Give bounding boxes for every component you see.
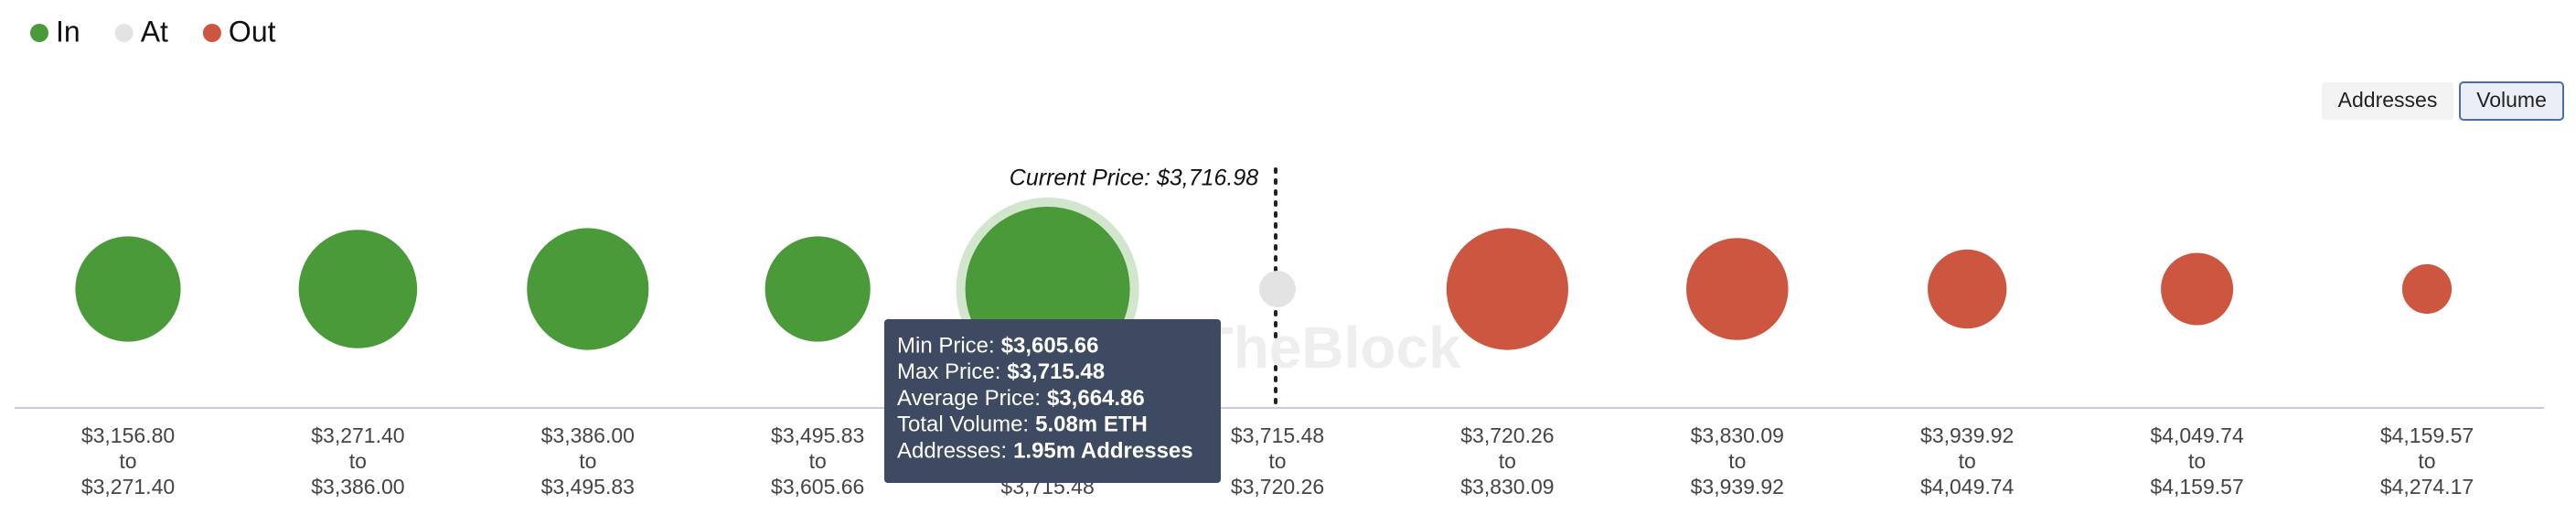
bubble[interactable] [1686,238,1789,340]
x-category-label: $3,939.92 [1920,423,2014,447]
tooltip-box [884,319,1221,483]
toggle-button[interactable] [2459,81,2564,121]
tooltip-label: Average Price: [897,386,1041,411]
x-category-label: $3,386.00 [311,475,404,498]
x-category-label: $3,715.48 [1231,423,1324,447]
x-category-label: to [579,449,596,473]
x-category-label: $3,720.26 [1460,423,1554,447]
legend-label[interactable]: In [56,15,80,48]
x-category-label: to [1728,449,1746,473]
bubble[interactable] [298,230,418,348]
bubble[interactable] [764,236,871,342]
tooltip-label: Addresses: [897,439,1007,464]
bubble[interactable] [1928,249,2007,329]
x-category-label: $3,939.92 [1691,475,1784,498]
bubble[interactable] [1446,228,1568,350]
toggle-button-label[interactable]: Volume [2476,88,2547,112]
x-category-label: to [1959,449,1976,473]
x-category-label: $3,156.80 [81,423,175,447]
legend-marker [114,24,134,42]
x-category-label: $3,720.26 [1231,475,1324,498]
tooltip-label: Max Price: [897,359,1000,384]
tooltip-value: $3,664.86 [1047,386,1145,411]
legend-label[interactable]: Out [229,15,276,48]
x-category-label: to [2418,449,2435,473]
tooltip-value: $3,605.66 [1001,333,1099,358]
legend-marker [202,24,221,42]
x-category-label: to [119,449,136,473]
x-category-label: to [349,449,367,473]
bubble[interactable] [2401,263,2453,315]
tooltip-value: $3,715.48 [1007,359,1105,384]
current-price-label: Current Price: $3,716.98 [1010,166,1258,191]
x-category-label: $3,386.00 [541,423,635,447]
bubble[interactable] [2161,252,2234,326]
x-category-label: to [1499,449,1516,473]
bubble[interactable] [527,228,649,350]
x-category-label: $3,271.40 [81,475,175,498]
x-category-label: to [809,449,827,473]
bubble[interactable] [1259,271,1296,307]
x-category-label: to [1268,449,1286,473]
x-category-label: $4,159.57 [2380,423,2474,447]
toggle-button[interactable] [2322,82,2453,120]
toggle-button-label[interactable]: Addresses [2338,88,2438,112]
x-category-label: $3,495.83 [541,475,635,498]
x-category-label: $4,274.17 [2380,475,2474,498]
legend-label[interactable]: At [141,15,168,48]
tooltip-value: 1.95m Addresses [1013,439,1193,464]
x-category-label: to [2188,449,2206,473]
x-category-label: $3,495.83 [771,423,864,447]
tooltip-value: 5.08m ETH [1035,412,1148,437]
x-category-label: $3,830.09 [1460,475,1554,498]
x-category-label: $3,830.09 [1691,423,1784,447]
tooltip-label: Min Price: [897,333,995,358]
bubble[interactable] [75,236,181,342]
x-category-label: $4,159.57 [2150,475,2243,498]
x-category-label: $4,049.74 [2150,423,2244,447]
x-category-label: $4,049.74 [1920,475,2015,498]
tooltip-label: Total Volume: [897,412,1029,437]
x-category-label: $3,271.40 [311,423,404,447]
legend-marker [30,24,48,42]
x-category-label: $3,605.66 [771,475,864,498]
